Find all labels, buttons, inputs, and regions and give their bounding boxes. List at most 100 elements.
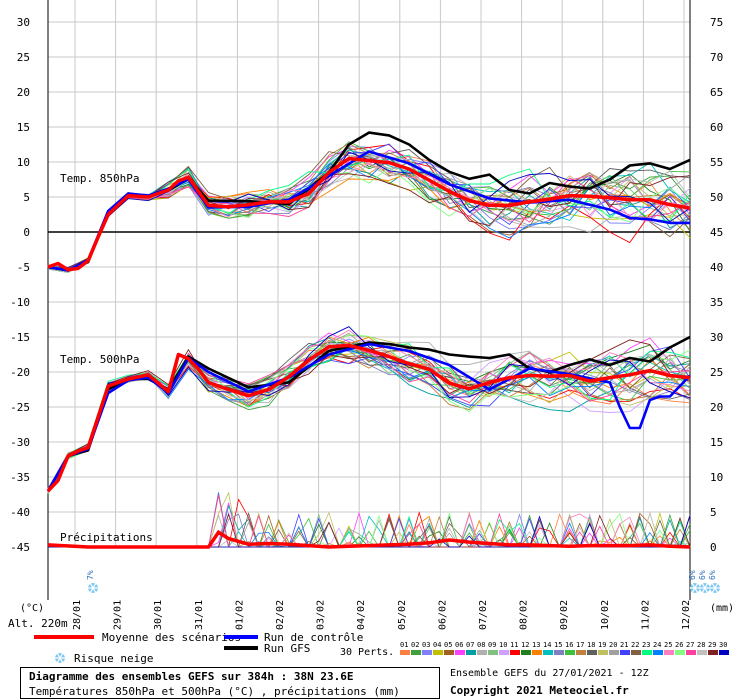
perturbation-swatch — [488, 650, 498, 655]
perturbation-line-t500 — [47, 351, 691, 494]
right-tick-label: 5 — [710, 506, 717, 519]
perturbation-swatch — [400, 650, 410, 655]
perturbation-line-t500 — [47, 329, 691, 489]
x-tick-label: 30/01 — [153, 600, 164, 630]
x-tick-label: 04/02 — [356, 600, 367, 630]
perturbation-id: 12 — [521, 641, 529, 649]
snow-risk-markers: 7% 6% 6% 6% — [86, 570, 720, 593]
left-tick-label: 30 — [17, 16, 30, 29]
perturbation-id: 01 — [400, 641, 408, 649]
perturbation-id: 20 — [609, 641, 617, 649]
left-tick-label: -5 — [17, 261, 30, 274]
perturbation-swatch — [455, 650, 465, 655]
footer-title: Diagramme des ensembles GEFS sur 384h : … — [29, 670, 354, 683]
right-tick-label: 10 — [710, 471, 723, 484]
perturbation-id: 30 — [719, 641, 727, 649]
perturbation-swatch — [609, 650, 619, 655]
right-axis-unit: (mm) — [710, 603, 734, 614]
perturbation-id: 05 — [444, 641, 452, 649]
perturbations-label: 30 Perts. — [340, 647, 394, 658]
perturbation-swatch — [433, 650, 443, 655]
left-tick-label: -40 — [10, 506, 30, 519]
perturbation-line-t500 — [47, 349, 691, 489]
footer-copyright: Copyright 2021 Meteociel.fr — [450, 684, 629, 697]
series-line-precip — [47, 529, 691, 549]
perturbation-id: 16 — [565, 641, 573, 649]
left-tick-label: 10 — [17, 156, 30, 169]
left-tick-label: -15 — [10, 331, 30, 344]
perturbation-swatch — [675, 650, 685, 655]
x-axis-ticks: 28/01 29/01 30/01 31/01 01/02 02/02 03/02 04/02… — [72, 600, 692, 630]
left-tick-label: 5 — [23, 191, 30, 204]
perturbation-id: 03 — [422, 641, 430, 649]
perturbation-swatch — [686, 650, 696, 655]
x-tick-label: 12/02 — [681, 600, 692, 630]
perturbation-id: 15 — [554, 641, 562, 649]
legend-label-gfs: Run GFS — [264, 642, 310, 655]
perturbation-id: 27 — [686, 641, 694, 649]
perturbation-swatch — [477, 650, 487, 655]
x-tick-label: 31/01 — [194, 600, 205, 630]
snow-risk-marker: 6% — [708, 570, 720, 593]
right-tick-label: 0 — [710, 541, 717, 554]
legend-snowflake-icon — [55, 653, 65, 663]
perturbation-id: 10 — [499, 641, 507, 649]
perturbation-id: 22 — [631, 641, 639, 649]
left-axis-unit: (°C) — [20, 603, 44, 614]
grid-lines — [47, 0, 691, 600]
perturbation-id: 07 — [466, 641, 474, 649]
x-tick-label: 06/02 — [437, 600, 448, 630]
series-line-t850 — [47, 156, 691, 272]
perturbation-id: 06 — [455, 641, 463, 649]
perturbation-swatch — [697, 650, 707, 655]
perturbation-swatch — [422, 650, 432, 655]
series-line-t850 — [47, 131, 691, 272]
perturbation-swatch — [532, 650, 542, 655]
perturbation-legend: 01 02 03 04 05 06 07 08 09 10 11 12 13 14 15 16 17 18 19 20… — [400, 641, 729, 655]
perturbation-id: 26 — [675, 641, 683, 649]
left-tick-label: 0 — [23, 226, 30, 239]
series-lines — [46, 131, 691, 549]
x-tick-label: 09/02 — [559, 600, 570, 630]
right-tick-label: 45 — [710, 226, 723, 239]
left-tick-label: -20 — [10, 366, 30, 379]
right-tick-label: 55 — [710, 156, 723, 169]
perturbation-swatch — [444, 650, 454, 655]
left-axis-ticks: 30 25 20 15 10 5 0 -5 -10 -15 -20 -25 -30 -35 -40 -45 — [10, 16, 30, 554]
snow-risk-marker: 7% — [86, 570, 99, 593]
right-tick-label: 30 — [710, 331, 723, 344]
x-tick-label: 05/02 — [397, 600, 408, 630]
perturbation-line-t850 — [47, 149, 691, 271]
perturbation-id: 23 — [642, 641, 650, 649]
perturbation-swatch — [642, 650, 652, 655]
footer-run: Ensemble GEFS du 27/01/2021 - 12Z — [450, 668, 649, 679]
series-line-t500 — [46, 343, 691, 493]
t500-panel-label: Temp. 500hPa — [60, 353, 139, 366]
perturbation-swatch — [719, 650, 729, 655]
perturbation-line-t500 — [47, 334, 691, 494]
snow-risk-pct: 6% — [688, 570, 697, 580]
legend-label-mean: Moyenne des scénarios — [102, 631, 241, 644]
perturbation-id: 25 — [664, 641, 672, 649]
perturbation-id: 19 — [598, 641, 606, 649]
snow-risk-marker: 6% — [698, 570, 710, 593]
x-tick-label: 29/01 — [113, 600, 124, 630]
perturbation-line-t500 — [47, 334, 691, 493]
perturbation-id: 11 — [510, 641, 518, 649]
perturbation-line-t500 — [47, 339, 691, 490]
perturbation-swatch — [708, 650, 718, 655]
perturbation-line-t500 — [47, 347, 691, 493]
right-tick-label: 50 — [710, 191, 723, 204]
x-tick-label: 08/02 — [519, 600, 530, 630]
x-tick-label: 07/02 — [478, 600, 489, 630]
perturbation-line-t850 — [47, 167, 691, 272]
perturbation-id: 29 — [708, 641, 716, 649]
perturbation-swatch — [565, 650, 575, 655]
left-tick-label: 20 — [17, 86, 30, 99]
perturbation-swatch — [587, 650, 597, 655]
perturbation-id: 02 — [411, 641, 419, 649]
perturbation-id: 09 — [488, 641, 496, 649]
snow-risk-pct: 6% — [698, 570, 707, 580]
right-tick-label: 15 — [710, 436, 723, 449]
